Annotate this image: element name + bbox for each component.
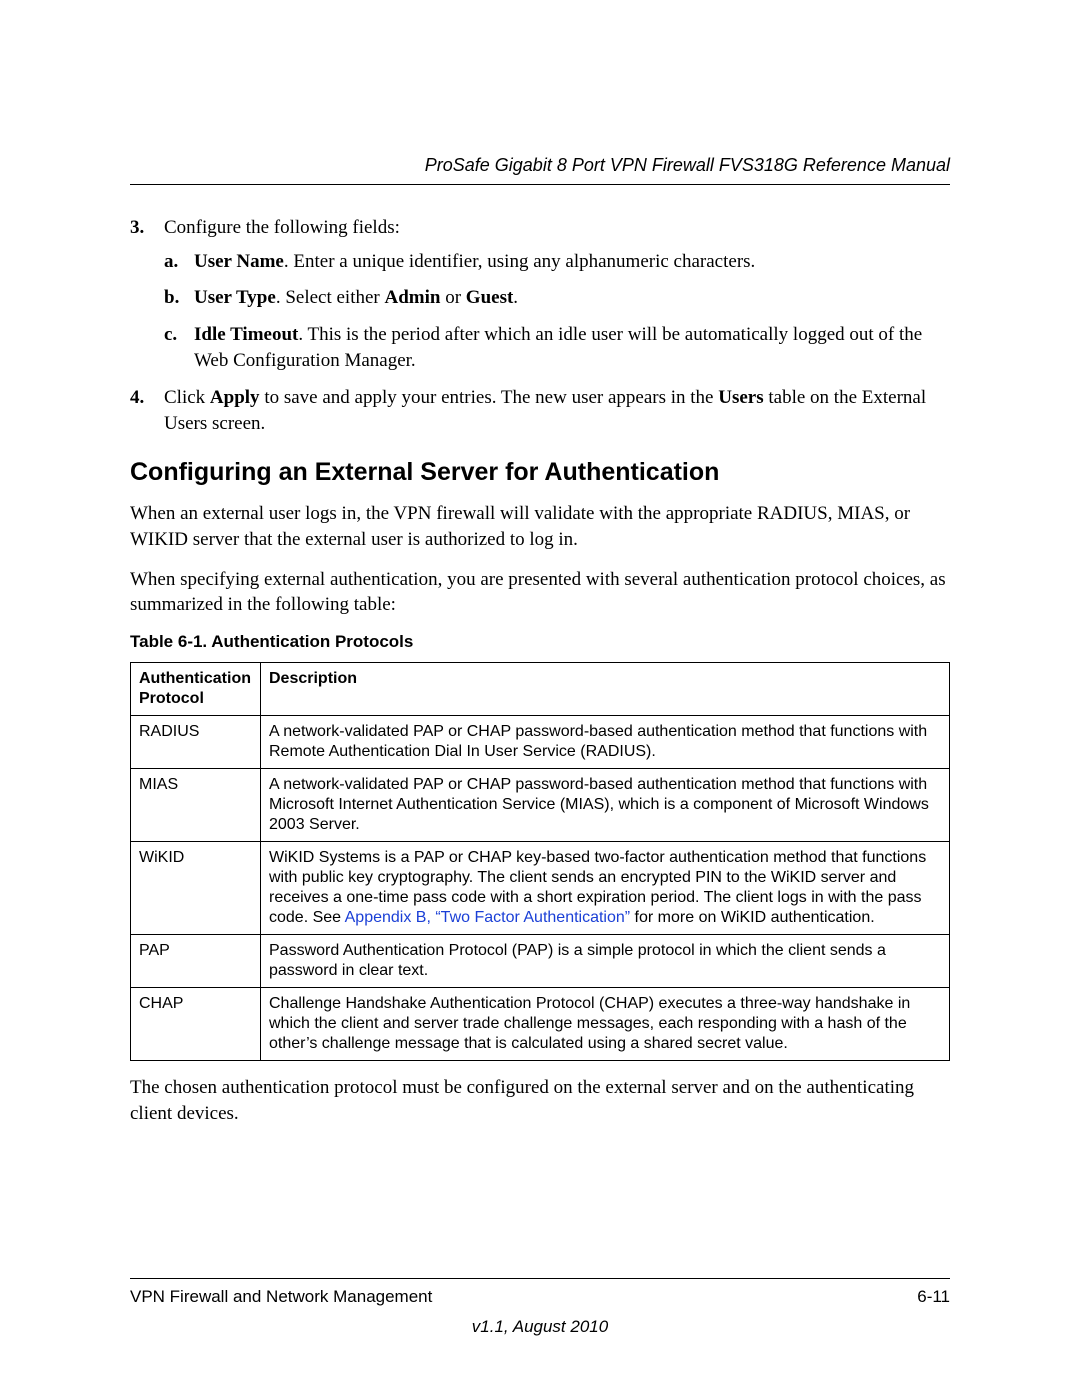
- substep-b-end: .: [513, 287, 518, 308]
- substep-b-label: User Type: [194, 287, 276, 308]
- section-p2: When specifying external authentication,…: [130, 567, 950, 618]
- cell-protocol: PAP: [131, 934, 261, 987]
- step-4-marker: 4.: [130, 385, 144, 411]
- running-header: ProSafe Gigabit 8 Port VPN Firewall FVS3…: [130, 155, 950, 176]
- table-row: WiKID WiKID Systems is a PAP or CHAP key…: [131, 841, 950, 934]
- substep-b-or: or: [440, 287, 465, 308]
- substep-c: c. Idle Timeout. This is the period afte…: [164, 322, 950, 375]
- appendix-b-link[interactable]: Appendix B, “Two Factor Authentication”: [345, 909, 630, 926]
- th-protocol: Authentication Protocol: [131, 662, 261, 715]
- cell-protocol: RADIUS: [131, 715, 261, 768]
- page: ProSafe Gigabit 8 Port VPN Firewall FVS3…: [0, 0, 1080, 1397]
- table-caption: Table 6-1. Authentication Protocols: [130, 632, 950, 652]
- step-4-users: Users: [718, 387, 763, 408]
- footer-page-number: 6-11: [917, 1287, 950, 1307]
- substep-a-label: User Name: [194, 251, 284, 272]
- step-3: 3. Configure the following fields: a. Us…: [130, 215, 950, 375]
- footer-row: VPN Firewall and Network Management 6-11: [130, 1287, 950, 1307]
- step-4-pre: Click: [164, 387, 210, 408]
- step-3-marker: 3.: [130, 215, 144, 241]
- substep-a-rest: . Enter a unique identifier, using any a…: [284, 251, 755, 272]
- wikid-text-b: for more on WiKID authentication.: [630, 909, 875, 926]
- header-rule: [130, 184, 950, 185]
- step-4: 4. Click Apply to save and apply your en…: [130, 385, 950, 436]
- section-heading: Configuring an External Server for Authe…: [130, 458, 950, 487]
- cell-description: A network-validated PAP or CHAP password…: [261, 768, 950, 841]
- step-3-text: Configure the following fields:: [164, 217, 400, 238]
- substep-b: b. User Type. Select either Admin or Gue…: [164, 285, 950, 312]
- step-list: 3. Configure the following fields: a. Us…: [130, 215, 950, 436]
- substep-c-label: Idle Timeout: [194, 324, 298, 345]
- cell-protocol: WiKID: [131, 841, 261, 934]
- table-row: PAP Password Authentication Protocol (PA…: [131, 934, 950, 987]
- substep-b-guest: Guest: [466, 287, 514, 308]
- table-row: MIAS A network-validated PAP or CHAP pas…: [131, 768, 950, 841]
- footer-left: VPN Firewall and Network Management: [130, 1287, 432, 1307]
- cell-description: Challenge Handshake Authentication Proto…: [261, 987, 950, 1060]
- after-table-paragraph: The chosen authentication protocol must …: [130, 1075, 950, 1126]
- cell-description: Password Authentication Protocol (PAP) i…: [261, 934, 950, 987]
- cell-protocol: CHAP: [131, 987, 261, 1060]
- footer: VPN Firewall and Network Management 6-11…: [130, 1278, 950, 1337]
- substep-b-admin: Admin: [385, 287, 441, 308]
- auth-protocols-table: Authentication Protocol Description RADI…: [130, 662, 950, 1061]
- table-header-row: Authentication Protocol Description: [131, 662, 950, 715]
- substep-c-rest: . This is the period after which an idle…: [194, 324, 922, 372]
- substep-c-marker: c.: [164, 322, 177, 349]
- table-row: RADIUS A network-validated PAP or CHAP p…: [131, 715, 950, 768]
- substep-list: a. User Name. Enter a unique identifier,…: [164, 249, 950, 375]
- footer-version: v1.1, August 2010: [130, 1317, 950, 1337]
- footer-rule: [130, 1278, 950, 1279]
- cell-description: WiKID Systems is a PAP or CHAP key-based…: [261, 841, 950, 934]
- section-p1: When an external user logs in, the VPN f…: [130, 501, 950, 552]
- cell-protocol: MIAS: [131, 768, 261, 841]
- cell-description: A network-validated PAP or CHAP password…: [261, 715, 950, 768]
- substep-a: a. User Name. Enter a unique identifier,…: [164, 249, 950, 276]
- table-row: CHAP Challenge Handshake Authentication …: [131, 987, 950, 1060]
- substep-a-marker: a.: [164, 249, 178, 276]
- th-description: Description: [261, 662, 950, 715]
- step-4-mid: to save and apply your entries. The new …: [260, 387, 719, 408]
- substep-b-marker: b.: [164, 285, 179, 312]
- substep-b-mid: . Select either: [276, 287, 385, 308]
- step-4-apply: Apply: [210, 387, 260, 408]
